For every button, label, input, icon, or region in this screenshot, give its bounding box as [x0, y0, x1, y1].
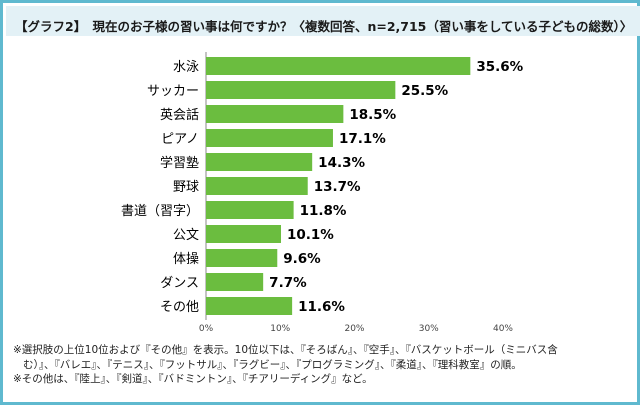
x-tick-label: 40% [493, 324, 513, 334]
chart-title: 【グラフ2】 現在のお子様の習い事は何ですか？〈複数回答、n=2,715（習い事… [15, 19, 633, 34]
category-label: 野球 [173, 180, 199, 195]
value-label: 7.7% [269, 275, 307, 291]
value-label: 11.8% [300, 203, 347, 219]
x-tick-label: 10% [270, 324, 290, 334]
bar [206, 249, 278, 267]
category-label: 学習塾 [160, 155, 199, 171]
bar [206, 105, 344, 123]
category-label: ピアノ [161, 132, 199, 147]
category-label: サッカー [147, 84, 199, 99]
bar [206, 273, 264, 291]
x-tick-label: 30% [419, 324, 439, 334]
bar [206, 129, 333, 147]
bar [206, 297, 293, 315]
bar [206, 225, 281, 243]
footnote-line-2: む）』、『バレエ』、『テニス』、『フットサル』、『ラグビー』、『プログラミング』… [23, 358, 522, 371]
footnote-line-3: ※その他は、『陸上』、『剣道』、『バドミントン』、『チアリーディング』など。 [13, 373, 373, 385]
value-label: 25.5% [401, 83, 448, 99]
bar [206, 57, 471, 75]
value-label: 9.6% [283, 251, 321, 267]
bar [206, 201, 294, 219]
value-label: 14.3% [318, 155, 365, 171]
bar [206, 153, 313, 171]
category-label: 書道（習字） [121, 204, 199, 219]
x-tick-label: 20% [344, 324, 364, 334]
category-label: 体操 [173, 251, 199, 267]
value-label: 35.6% [476, 59, 523, 75]
category-label: ダンス [160, 276, 199, 291]
value-label: 11.6% [298, 299, 345, 315]
value-label: 10.1% [287, 227, 334, 243]
footnote-line-1: ※選択肢の上位10位および『その他』を表示。10位以下は、『そろばん』、『空手』… [13, 344, 558, 356]
value-label: 17.1% [339, 131, 386, 147]
footnotes: ※選択肢の上位10位および『その他』を表示。10位以下は、『そろばん』、『空手』… [13, 343, 625, 387]
category-label: その他 [160, 300, 199, 315]
value-label: 13.7% [314, 179, 361, 195]
category-label: 公文 [173, 228, 199, 243]
x-tick-label: 0% [199, 324, 214, 334]
category-label: 水泳 [173, 60, 199, 75]
bar [206, 177, 308, 195]
bar [206, 81, 396, 99]
value-label: 18.5% [349, 107, 396, 123]
category-label: 英会話 [160, 107, 199, 123]
title-bar: 【グラフ2】 現在のお子様の習い事は何ですか？〈複数回答、n=2,715（習い事… [6, 6, 640, 36]
